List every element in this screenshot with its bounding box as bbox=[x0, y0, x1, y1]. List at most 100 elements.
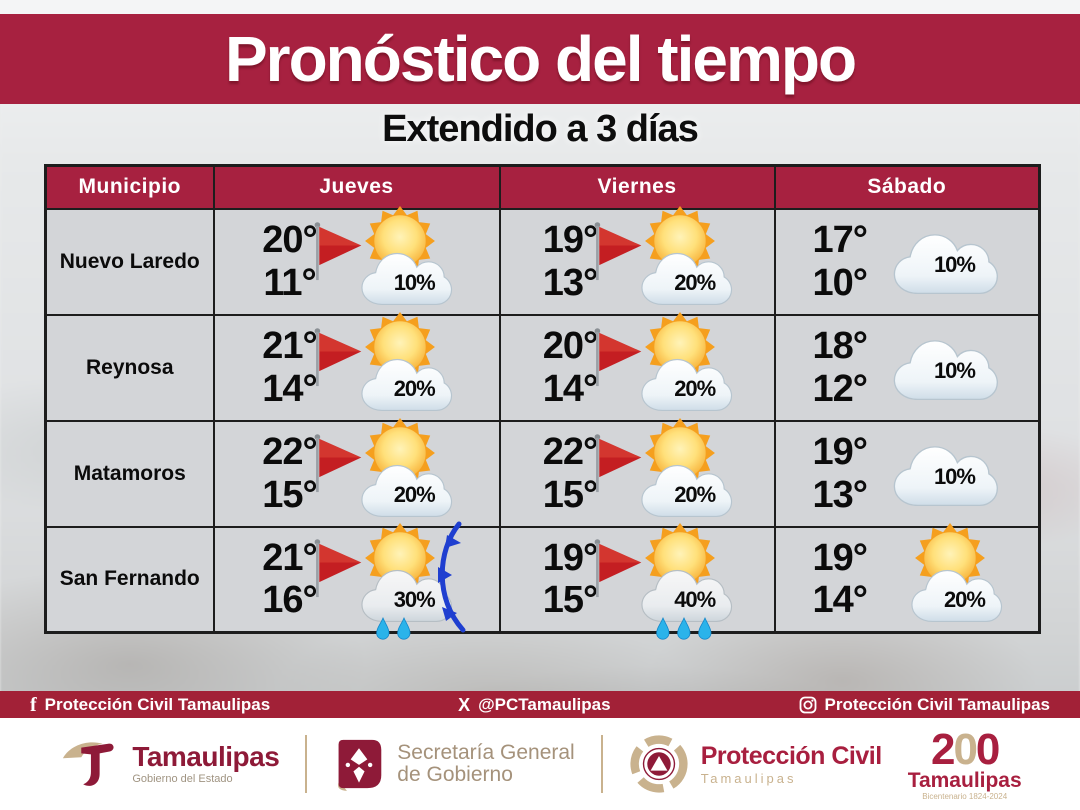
municipality-name: Reynosa bbox=[44, 313, 215, 422]
secretaria-shield-icon bbox=[338, 739, 382, 791]
precip-probability: 30% bbox=[393, 587, 436, 613]
logo-divider bbox=[600, 735, 603, 793]
tamaulipas-emblem-icon bbox=[63, 742, 114, 786]
bicentennial-logo: 200 Tamaulipas Bicentenario 1824-2024 bbox=[908, 724, 1022, 801]
forecast-cell: 19° 13° 20% bbox=[498, 205, 776, 316]
cloud-icon bbox=[893, 233, 998, 294]
weather-icon: 40% bbox=[594, 523, 733, 640]
forecast-cell: 21° 14° 20% bbox=[212, 311, 501, 422]
weather-icon: 20% bbox=[314, 311, 452, 418]
high-temp: 17° bbox=[812, 218, 868, 261]
x-label: @PCTamaulipas bbox=[478, 694, 611, 714]
cloud-icon bbox=[911, 570, 1003, 623]
secretaria-line1: Secretaría General bbox=[397, 740, 575, 764]
title-banner: Pronóstico del tiempo bbox=[0, 14, 1080, 104]
cold-front-flag-icon bbox=[314, 539, 362, 598]
bicentennial-200-icon: 200 bbox=[908, 724, 1022, 774]
high-temp: 21° bbox=[262, 536, 317, 579]
precip-probability: 10% bbox=[933, 251, 976, 277]
table-row: Matamoros 22° 15° 20% bbox=[44, 417, 1041, 528]
high-temp: 20° bbox=[542, 324, 598, 367]
column-header-jueves: Jueves bbox=[212, 164, 501, 210]
low-temp: 11° bbox=[263, 261, 316, 304]
logo-divider bbox=[305, 735, 308, 793]
forecast-cell: 22° 15° 20% bbox=[212, 417, 501, 528]
cloud-icon bbox=[641, 570, 733, 623]
sun-icon bbox=[645, 523, 716, 594]
social-bar: f Protección Civil Tamaulipas X @PCTamau… bbox=[0, 691, 1080, 718]
sun-icon bbox=[364, 311, 435, 382]
forecast-table: Municipio Jueves Viernes Sábado Nuevo La… bbox=[44, 164, 1041, 640]
cold-front-flag-icon bbox=[594, 221, 642, 280]
secretaria-general-logo: Secretaría General de Gobierno bbox=[333, 736, 575, 792]
secretaria-line2: de Gobierno bbox=[397, 763, 513, 786]
sun-icon bbox=[645, 311, 716, 382]
raindrops-icon bbox=[656, 617, 712, 640]
column-header-municipio: Municipio bbox=[44, 164, 215, 210]
precip-probability: 20% bbox=[674, 269, 716, 295]
forecast-cell: 19° 15° 40% bbox=[498, 523, 776, 640]
instagram-icon bbox=[799, 696, 816, 713]
digit: 0 bbox=[953, 724, 978, 774]
instagram-handle: Protección Civil Tamaulipas bbox=[799, 695, 1050, 715]
tamaulipas-state-logo: Tamaulipas Gobierno del Estado bbox=[58, 735, 280, 793]
forecast-cell: 19° 14° 20% bbox=[773, 523, 1041, 634]
digit: 2 bbox=[930, 724, 956, 774]
low-temp: 15° bbox=[542, 579, 598, 622]
precip-probability: 20% bbox=[943, 587, 986, 613]
pc-logo-subtitle: Tamaulipas bbox=[700, 770, 797, 786]
precip-probability: 10% bbox=[933, 463, 976, 489]
state-logo-subtitle: Gobierno del Estado bbox=[132, 773, 233, 786]
high-temp: 19° bbox=[812, 430, 868, 473]
cold-front-flag-icon bbox=[594, 539, 642, 598]
precip-probability: 20% bbox=[674, 481, 716, 507]
bicentennial-subtitle: Bicentenario 1824-2024 bbox=[922, 791, 1008, 801]
x-icon: X bbox=[458, 694, 471, 715]
high-temp: 20° bbox=[262, 218, 317, 261]
proteccion-civil-logo: Protección Civil Tamaulipas bbox=[629, 734, 882, 794]
state-logo-title: Tamaulipas bbox=[132, 741, 280, 773]
cloud-icon bbox=[361, 358, 452, 411]
forecast-cell: 20° 14° 20% bbox=[498, 311, 776, 422]
sun-icon bbox=[645, 417, 716, 488]
sun-icon bbox=[364, 523, 435, 594]
cloud-icon bbox=[361, 464, 452, 517]
weather-icon: 10% bbox=[314, 205, 452, 312]
cold-front-line-icon bbox=[437, 521, 466, 633]
table-row: Nuevo Laredo 20° 11° 10% bbox=[44, 205, 1041, 316]
cold-front-flag-icon bbox=[594, 433, 642, 492]
cloud-icon bbox=[893, 339, 998, 400]
high-temp: 19° bbox=[812, 536, 868, 579]
low-temp: 14° bbox=[812, 579, 868, 622]
high-temp: 19° bbox=[542, 218, 598, 261]
high-temp: 21° bbox=[262, 324, 317, 367]
municipality-name: Matamoros bbox=[44, 419, 215, 528]
facebook-handle: f Protección Civil Tamaulipas bbox=[30, 695, 270, 715]
footer-logos: Tamaulipas Gobierno del Estado Secretarí… bbox=[0, 718, 1080, 810]
precip-probability: 20% bbox=[393, 481, 436, 507]
sun-icon bbox=[364, 205, 435, 276]
high-temp: 19° bbox=[542, 536, 598, 579]
high-temp: 22° bbox=[542, 430, 598, 473]
low-temp: 10° bbox=[812, 261, 868, 304]
column-header-viernes: Viernes bbox=[498, 164, 776, 210]
weather-icon: 30% bbox=[314, 521, 466, 640]
cloud-icon bbox=[641, 252, 733, 305]
sun-icon bbox=[645, 205, 716, 276]
forecast-cell: 22° 15° 20% bbox=[498, 417, 776, 528]
precip-probability: 10% bbox=[933, 357, 976, 383]
subtitle: Extendido a 3 días bbox=[382, 108, 699, 150]
x-handle: X @PCTamaulipas bbox=[458, 695, 610, 715]
weather-icon: 10% bbox=[869, 424, 1001, 524]
raindrops-icon bbox=[375, 617, 411, 640]
forecast-cell: 19° 13° 10% bbox=[773, 419, 1041, 528]
column-header-sabado: Sábado bbox=[773, 164, 1041, 210]
weather-icon: 20% bbox=[869, 523, 1003, 629]
municipality-name: San Fernando bbox=[44, 525, 215, 634]
forecast-cell: 21° 16° 30% bbox=[212, 521, 501, 640]
header-row: Municipio Jueves Viernes Sábado bbox=[44, 164, 1041, 210]
forecast-cell: 20° 11° 10% bbox=[212, 205, 501, 316]
page-title: Pronóstico del tiempo bbox=[224, 23, 857, 95]
cold-front-flag-icon bbox=[594, 327, 642, 386]
cold-front-flag-icon bbox=[314, 327, 362, 386]
